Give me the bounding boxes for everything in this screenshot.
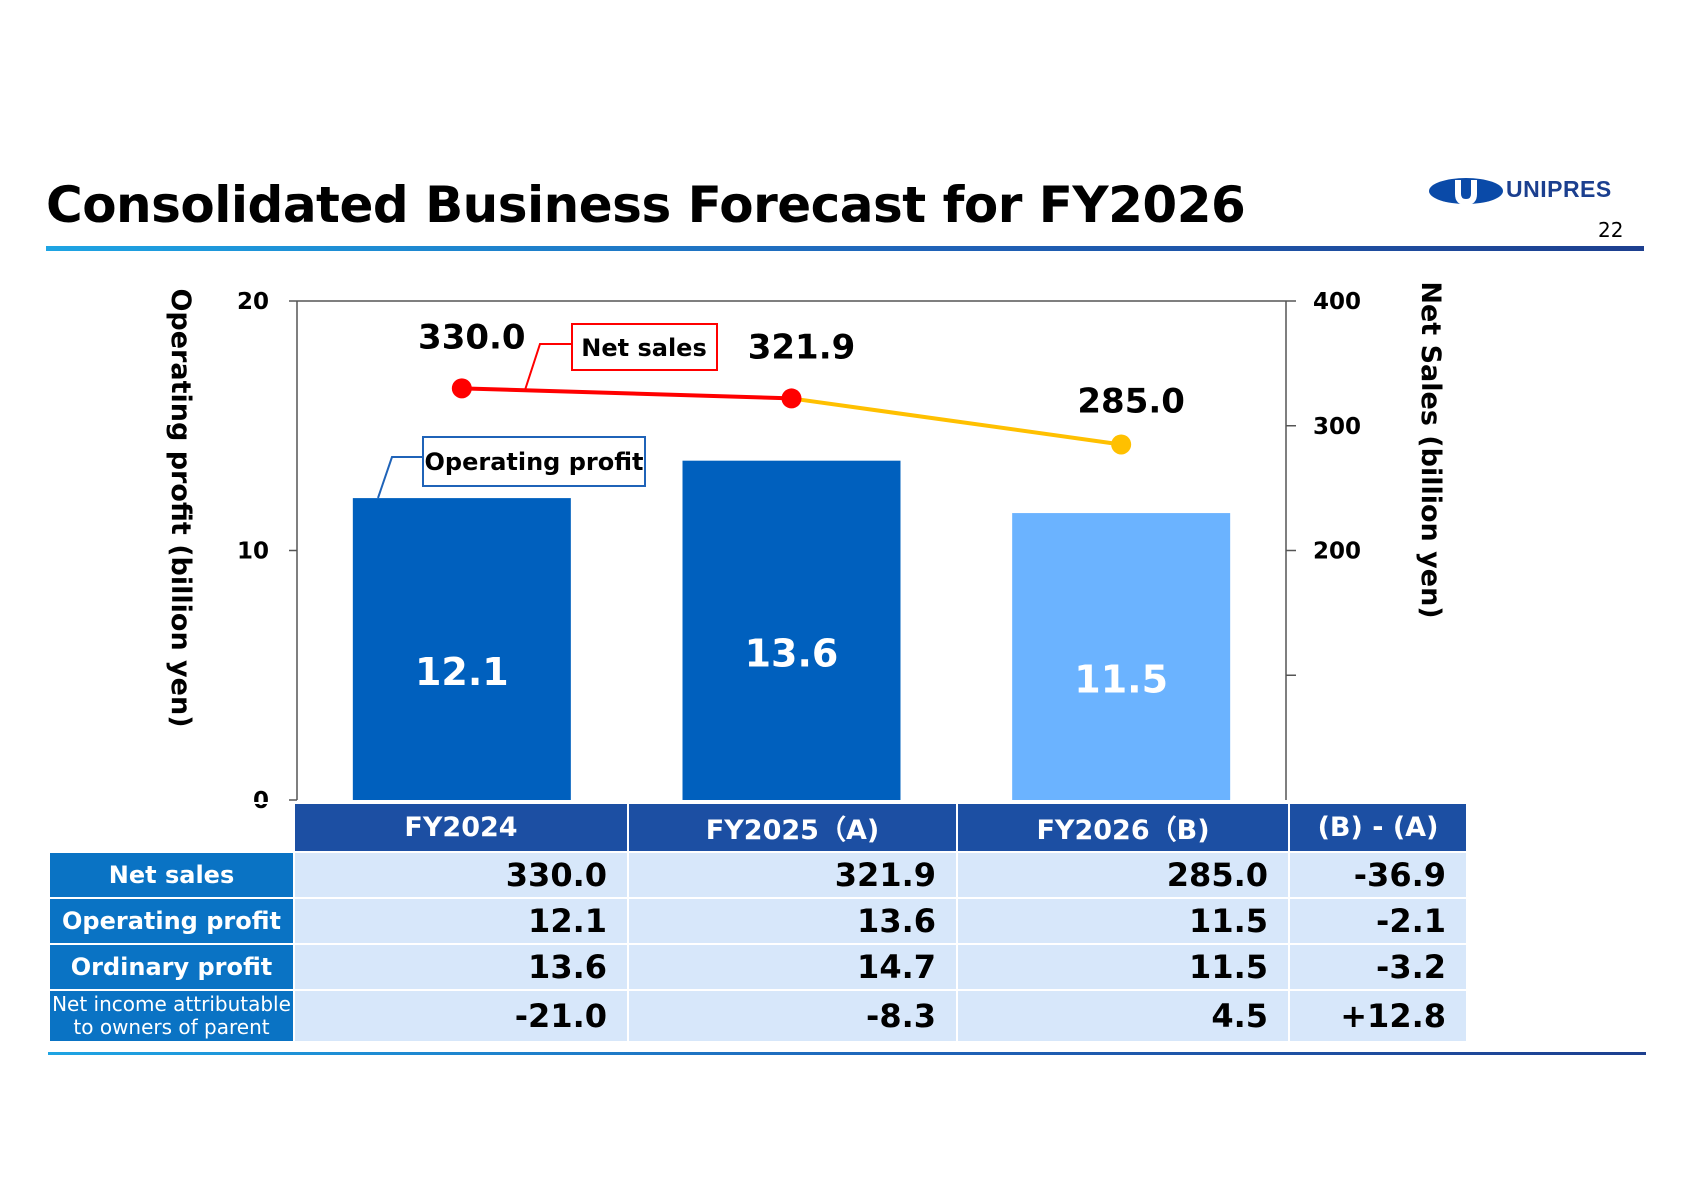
table-row: Ordinary profit 13.6 14.7 11.5 -3.2 — [48, 943, 1468, 991]
table-cell: 12.1 — [293, 897, 629, 945]
line-segment — [791, 396, 1122, 447]
y-axis-title: Operating profit (billion yen) — [165, 288, 196, 727]
table-row: Operating profit 12.1 13.6 11.5 -2.1 — [48, 897, 1468, 945]
financial-table: FY2024 FY2025（A) FY2026（B) (B) - (A) Net… — [48, 802, 1468, 1043]
bar-value-label: 11.5 — [1074, 658, 1168, 702]
y-tick-label: 20 — [237, 289, 269, 315]
table-row: Net income attributable to owners of par… — [48, 989, 1468, 1043]
column-header: FY2026（B) — [956, 802, 1290, 853]
table-cell: 330.0 — [293, 851, 629, 899]
y2-tick-label: 400 — [1313, 289, 1361, 315]
table-corner — [48, 802, 295, 853]
table-cell: -2.1 — [1288, 897, 1468, 945]
operating-profit-callout-leader — [377, 456, 425, 499]
page-title: Consolidated Business Forecast for FY202… — [46, 176, 1246, 234]
table-cell: 285.0 — [956, 851, 1290, 899]
bar — [682, 460, 901, 800]
footer-rule — [48, 1052, 1646, 1055]
table-cell: -21.0 — [293, 989, 629, 1043]
logo-mark-icon — [1429, 178, 1503, 205]
y2-tick-label: 200 — [1313, 539, 1361, 565]
table-header-row: FY2024 FY2025（A) FY2026（B) (B) - (A) — [48, 802, 1468, 853]
y2-axis-title: Net Sales (billion yen) — [1415, 281, 1446, 618]
table-cell: 321.9 — [627, 851, 958, 899]
line-point — [781, 388, 802, 409]
row-label: Net income attributable to owners of par… — [48, 989, 295, 1043]
table-cell: 4.5 — [956, 989, 1290, 1043]
y2-tick-label: 300 — [1313, 414, 1361, 440]
operating-profit-callout-box — [422, 436, 646, 487]
table-cell: -8.3 — [627, 989, 958, 1043]
table-cell: 11.5 — [956, 897, 1290, 945]
row-label: Operating profit — [48, 897, 295, 945]
table-cell: -3.2 — [1288, 943, 1468, 991]
net-sales-callout-label: Net sales — [581, 334, 706, 362]
column-header: FY2024 — [293, 802, 629, 853]
header-rule — [46, 246, 1644, 251]
table-cell: 13.6 — [293, 943, 629, 991]
line-value-label: 321.9 — [748, 327, 856, 367]
table-cell: 11.5 — [956, 943, 1290, 991]
operating-profit-callout-label: Operating profit — [425, 448, 644, 476]
line-point — [1111, 434, 1132, 455]
row-label-line: Net income attributable — [52, 992, 291, 1016]
bar — [1012, 513, 1231, 800]
table-cell: -36.9 — [1288, 851, 1468, 899]
row-label: Ordinary profit — [48, 943, 295, 991]
line-segment — [461, 386, 792, 401]
table-cell: 14.7 — [627, 943, 958, 991]
row-label: Net sales — [48, 851, 295, 899]
page-number: 22 — [1598, 218, 1624, 242]
net-sales-callout-box — [571, 323, 718, 371]
unipres-logo: UNIPRES — [1428, 174, 1638, 208]
y-tick-label: 10 — [237, 539, 269, 565]
table-row: Net sales 330.0 321.9 285.0 -36.9 — [48, 851, 1468, 899]
column-header: (B) - (A) — [1288, 802, 1468, 853]
row-label-line: to owners of parent — [73, 1015, 270, 1039]
line-value-label: 285.0 — [1077, 381, 1185, 421]
bar-value-label: 12.1 — [415, 650, 509, 694]
bar-value-label: 13.6 — [745, 631, 839, 675]
bar — [352, 498, 571, 800]
line-value-label: 330.0 — [418, 317, 526, 357]
table-cell: 13.6 — [627, 897, 958, 945]
column-header: FY2025（A) — [627, 802, 958, 853]
net-sales-callout-leader — [524, 343, 575, 391]
table-cell: +12.8 — [1288, 989, 1468, 1043]
line-point — [451, 378, 472, 399]
logo-text: UNIPRES — [1506, 176, 1612, 202]
